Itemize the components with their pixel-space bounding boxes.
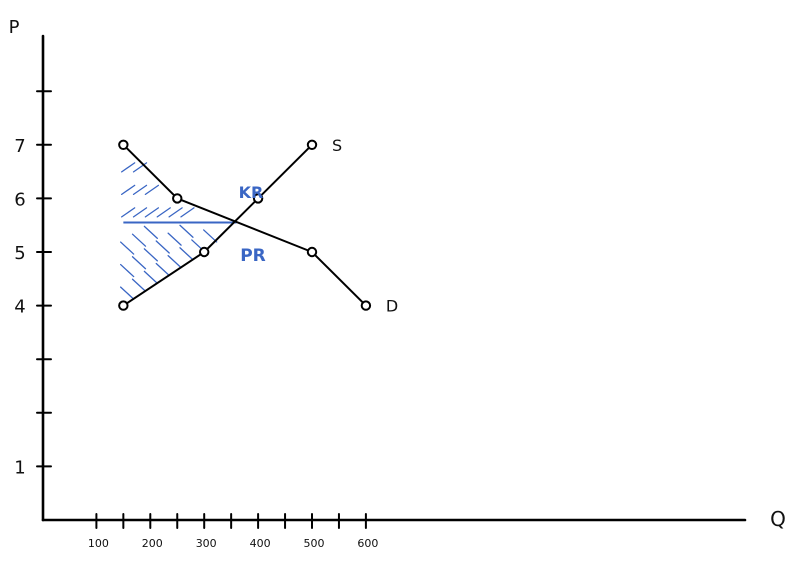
hatch-stroke-21 xyxy=(167,254,182,269)
point-s-1 xyxy=(199,246,210,258)
series-label-s: S xyxy=(332,136,342,155)
hatch-stroke-13 xyxy=(144,184,160,196)
hatch-stroke-17 xyxy=(156,207,171,218)
hatch-stroke-24 xyxy=(179,247,194,261)
region-label-pr: PR xyxy=(240,246,266,266)
series-label-d: D xyxy=(386,297,398,316)
x-tick-label-200: 200 xyxy=(142,537,163,550)
hatch-stroke-22 xyxy=(167,232,182,246)
y-tick-label-5: 5 xyxy=(14,243,25,264)
point-d-1 xyxy=(172,193,183,204)
y-axis-label: P xyxy=(9,17,20,38)
hatch-stroke-10 xyxy=(131,256,147,270)
hatch-stroke-15 xyxy=(143,248,159,262)
hatch-stroke-3 xyxy=(120,286,135,300)
hatch-stroke-8 xyxy=(132,162,148,173)
point-d-2 xyxy=(306,246,318,258)
hatch-stroke-0 xyxy=(121,207,136,218)
series-group xyxy=(118,139,372,311)
x-tick-label-600: 600 xyxy=(357,537,378,550)
hatch-stroke-7 xyxy=(132,184,148,196)
hatch-stroke-6 xyxy=(132,207,148,218)
x-tick-label-500: 500 xyxy=(304,537,325,550)
series-line-s xyxy=(122,144,313,307)
hatch-stroke-18 xyxy=(155,262,170,277)
point-s-2 xyxy=(252,193,264,204)
point-s-0 xyxy=(118,300,129,311)
x-tick-label-100: 100 xyxy=(88,537,109,550)
hatch-stroke-5 xyxy=(120,241,135,255)
hatch-stroke-11 xyxy=(131,233,147,247)
hatch-stroke-4 xyxy=(120,263,135,278)
point-d-0 xyxy=(118,139,129,151)
hatch-stroke-16 xyxy=(143,225,159,239)
hatch-stroke-20 xyxy=(168,207,183,218)
y-tick-label-4: 4 xyxy=(14,297,25,318)
point-d-3 xyxy=(360,300,372,311)
x-tick-label-300: 300 xyxy=(196,537,217,550)
axes xyxy=(36,34,747,529)
surplus-hatch-area xyxy=(120,162,237,300)
hatch-stroke-2 xyxy=(121,162,136,173)
hatch-stroke-25 xyxy=(179,224,194,238)
hatch-stroke-12 xyxy=(144,207,160,218)
x-tick-label-400: 400 xyxy=(250,537,271,550)
hatch-stroke-27 xyxy=(203,229,218,243)
y-tick-label-7: 7 xyxy=(14,136,25,157)
hatch-stroke-1 xyxy=(121,184,136,196)
hatch-stroke-14 xyxy=(143,270,159,285)
y-tick-label-1: 1 xyxy=(14,457,25,478)
point-s-3 xyxy=(306,139,318,151)
labels: 100 200 300 400 500 600 1 4 5 6 7 P Q S D KR PR xyxy=(9,17,786,550)
y-tick-label-6: 6 xyxy=(14,189,25,210)
region-label-kr: KR xyxy=(239,183,264,202)
hatch-stroke-19 xyxy=(155,240,170,254)
x-axis-label: Q xyxy=(770,507,786,531)
hatch-stroke-9 xyxy=(131,278,147,292)
hatch-stroke-23 xyxy=(180,207,195,218)
series-line-d xyxy=(122,144,367,307)
